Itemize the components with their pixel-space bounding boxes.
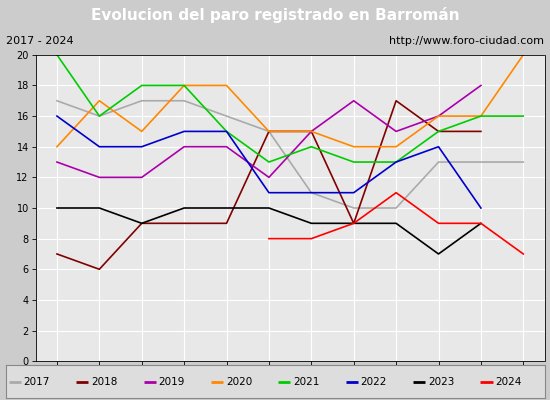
Text: 2023: 2023 (428, 377, 454, 386)
Text: 2021: 2021 (293, 377, 320, 386)
Text: Evolucion del paro registrado en Barromán: Evolucion del paro registrado en Barromá… (91, 7, 459, 23)
Text: 2017 - 2024: 2017 - 2024 (6, 36, 73, 46)
Text: http://www.foro-ciudad.com: http://www.foro-ciudad.com (389, 36, 544, 46)
Text: 2020: 2020 (226, 377, 252, 386)
Text: 2024: 2024 (496, 377, 522, 386)
Text: 2022: 2022 (361, 377, 387, 386)
Text: 2017: 2017 (24, 377, 50, 386)
Text: 2019: 2019 (158, 377, 185, 386)
Text: 2018: 2018 (91, 377, 118, 386)
